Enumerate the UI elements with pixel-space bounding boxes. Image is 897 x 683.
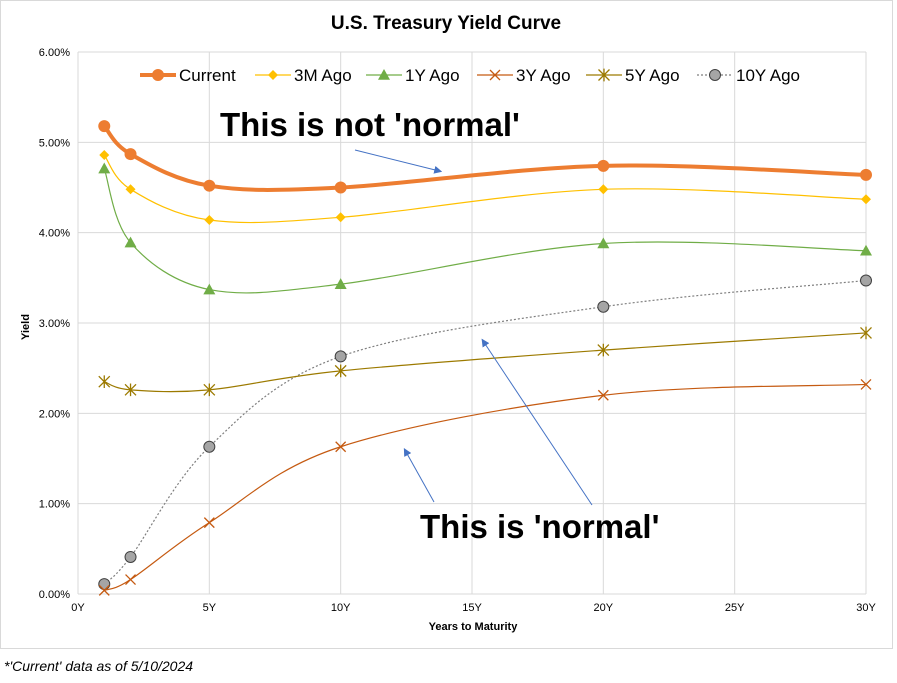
data-point bbox=[203, 440, 216, 453]
y-tick-label: 4.00% bbox=[39, 228, 70, 240]
data-point bbox=[98, 120, 111, 133]
y-tick-label: 0.00% bbox=[39, 589, 70, 601]
x-axis-ticks: 0Y 5Y 10Y 15Y 20Y 25Y 30Y bbox=[71, 602, 876, 614]
data-point bbox=[98, 162, 111, 174]
legend-marker bbox=[598, 68, 610, 82]
series-group bbox=[98, 120, 872, 596]
x-tick-label: 0Y bbox=[71, 602, 85, 614]
legend-marker bbox=[378, 69, 390, 80]
data-point bbox=[860, 274, 872, 287]
data-point bbox=[597, 300, 610, 313]
y-axis-ticks: 0.00% 1.00% 2.00% 3.00% 4.00% 5.00% 6.00% bbox=[39, 47, 70, 601]
legend-marker bbox=[709, 69, 721, 81]
series-3m-ago bbox=[99, 149, 871, 226]
grid bbox=[77, 51, 867, 595]
series-line bbox=[103, 279, 867, 585]
data-point bbox=[335, 441, 347, 453]
series-current bbox=[98, 120, 872, 194]
annotation-not-normal: This is not 'normal' bbox=[220, 106, 520, 143]
legend[interactable]: Current 3M Ago 1Y Ago 3Y Ago 5Y Ago 10Y Ago bbox=[140, 66, 800, 85]
x-tick-label: 15Y bbox=[462, 602, 482, 614]
legend-label: 3Y Ago bbox=[516, 66, 571, 85]
annotation-normal: This is 'normal' bbox=[420, 508, 659, 545]
y-tick-label: 1.00% bbox=[39, 499, 70, 511]
x-tick-label: 10Y bbox=[331, 602, 351, 614]
data-point bbox=[203, 517, 215, 529]
legend-item-1y-ago[interactable]: 1Y Ago bbox=[366, 66, 460, 85]
data-point bbox=[334, 278, 347, 289]
data-point bbox=[597, 159, 610, 172]
data-point bbox=[860, 168, 872, 181]
data-point bbox=[204, 215, 215, 226]
annotations: This is not 'normal' This is 'normal' bbox=[220, 106, 659, 545]
data-point bbox=[125, 184, 136, 195]
footnote: *'Current' data as of 5/10/2024 bbox=[4, 658, 194, 674]
data-point bbox=[124, 236, 137, 248]
series-3y-ago bbox=[98, 378, 872, 596]
series-5y-ago bbox=[98, 326, 872, 397]
data-point bbox=[860, 326, 872, 340]
data-point bbox=[124, 550, 137, 563]
y-axis-title: Yield bbox=[20, 314, 32, 340]
data-point bbox=[203, 283, 216, 295]
arrow-not-normal bbox=[354, 149, 443, 174]
legend-label: 1Y Ago bbox=[405, 66, 460, 85]
legend-item-5y-ago[interactable]: 5Y Ago bbox=[586, 66, 680, 85]
legend-item-current[interactable]: Current bbox=[140, 66, 236, 85]
data-point bbox=[125, 574, 136, 586]
data-point bbox=[99, 149, 110, 160]
data-point bbox=[98, 584, 110, 596]
data-point bbox=[124, 383, 137, 397]
x-tick-label: 20Y bbox=[594, 602, 614, 614]
arrow-normal-10y bbox=[481, 338, 593, 506]
data-point bbox=[98, 375, 111, 389]
data-point bbox=[597, 237, 610, 249]
legend-label: 5Y Ago bbox=[625, 66, 680, 85]
x-axis-title: Years to Maturity bbox=[429, 621, 519, 633]
data-point bbox=[334, 181, 347, 194]
legend-item-10y-ago[interactable]: 10Y Ago bbox=[697, 66, 800, 85]
series-line bbox=[104, 332, 867, 393]
chart-frame bbox=[0, 0, 893, 649]
series-1y-ago bbox=[98, 162, 872, 295]
y-tick-label: 5.00% bbox=[39, 137, 70, 149]
series-line bbox=[104, 383, 867, 591]
data-point bbox=[861, 194, 871, 205]
data-point bbox=[334, 364, 347, 378]
legend-marker bbox=[268, 70, 278, 80]
x-tick-label: 30Y bbox=[856, 602, 876, 614]
data-point bbox=[597, 343, 610, 357]
data-point bbox=[860, 244, 872, 256]
data-point bbox=[860, 378, 872, 390]
y-tick-label: 3.00% bbox=[39, 318, 70, 330]
legend-item-3m-ago[interactable]: 3M Ago bbox=[255, 66, 352, 85]
legend-label: Current bbox=[179, 66, 236, 85]
x-tick-label: 25Y bbox=[725, 602, 745, 614]
data-point bbox=[597, 389, 609, 401]
legend-marker bbox=[152, 69, 164, 81]
legend-label: 3M Ago bbox=[294, 66, 352, 85]
data-point bbox=[98, 578, 111, 591]
legend-label: 10Y Ago bbox=[736, 66, 800, 85]
legend-item-3y-ago[interactable]: 3Y Ago bbox=[477, 66, 571, 85]
y-tick-label: 2.00% bbox=[39, 408, 70, 420]
data-point bbox=[335, 212, 346, 223]
data-point bbox=[334, 350, 347, 363]
chart-title: U.S. Treasury Yield Curve bbox=[331, 13, 561, 34]
arrow-normal-3y bbox=[403, 448, 435, 503]
data-point bbox=[203, 179, 216, 192]
data-point bbox=[124, 148, 137, 161]
legend-marker bbox=[489, 69, 501, 81]
y-tick-label: 6.00% bbox=[39, 47, 70, 59]
data-point bbox=[598, 184, 609, 195]
data-point bbox=[203, 383, 216, 397]
x-tick-label: 5Y bbox=[203, 602, 217, 614]
